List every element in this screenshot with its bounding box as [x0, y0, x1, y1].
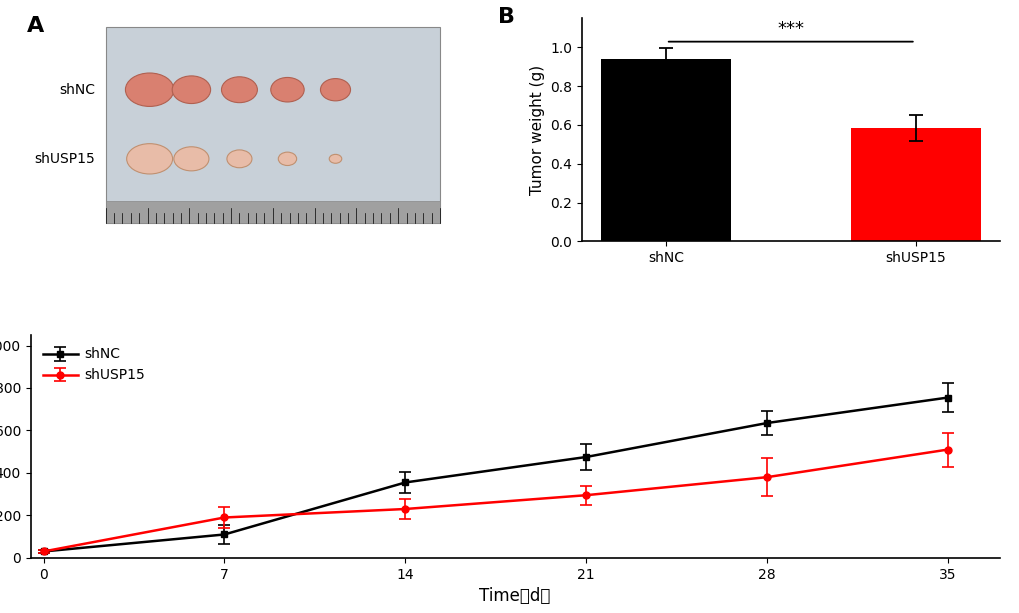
Ellipse shape — [126, 143, 172, 174]
Bar — [106, 28, 439, 224]
Text: shNC: shNC — [59, 83, 95, 97]
Text: shUSP15: shUSP15 — [35, 152, 95, 166]
Text: ***: *** — [776, 20, 803, 38]
Ellipse shape — [278, 152, 297, 166]
X-axis label: Time（d）: Time（d） — [479, 587, 550, 605]
Y-axis label: Tumor weight (g): Tumor weight (g) — [529, 65, 544, 195]
Ellipse shape — [226, 150, 252, 168]
Ellipse shape — [221, 77, 257, 102]
Legend: shNC, shUSP15: shNC, shUSP15 — [38, 342, 151, 388]
Ellipse shape — [320, 78, 351, 101]
Bar — [600, 59, 730, 242]
Bar — [106, 201, 439, 224]
Ellipse shape — [172, 76, 210, 104]
Ellipse shape — [329, 154, 341, 163]
Text: A: A — [26, 16, 44, 36]
Bar — [850, 128, 979, 242]
Ellipse shape — [125, 73, 173, 107]
Ellipse shape — [270, 77, 304, 102]
Ellipse shape — [173, 147, 209, 171]
Text: B: B — [498, 7, 515, 27]
